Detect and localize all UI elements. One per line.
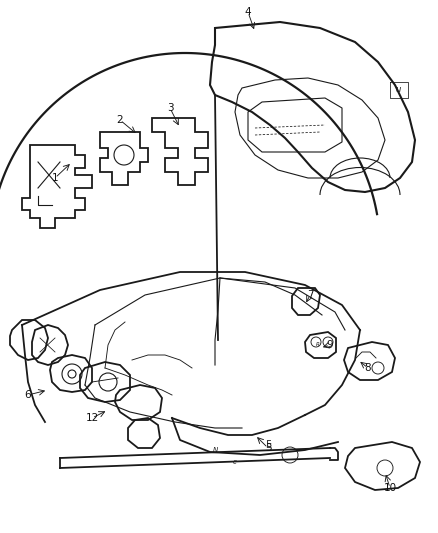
Text: 2: 2 (117, 115, 124, 125)
Text: u: u (396, 85, 401, 94)
Text: 12: 12 (85, 413, 99, 423)
Text: 9: 9 (327, 340, 333, 350)
Text: 10: 10 (383, 483, 396, 493)
Text: 5: 5 (265, 443, 271, 453)
Text: 4: 4 (245, 7, 251, 17)
Text: N: N (212, 447, 218, 453)
Text: 3: 3 (167, 103, 173, 113)
Text: R: R (316, 343, 320, 348)
Text: c: c (233, 459, 237, 465)
Text: 5: 5 (265, 440, 271, 450)
Text: 6: 6 (25, 390, 31, 400)
Text: 7: 7 (307, 290, 313, 300)
Text: 1: 1 (52, 173, 58, 183)
Text: 8: 8 (365, 363, 371, 373)
